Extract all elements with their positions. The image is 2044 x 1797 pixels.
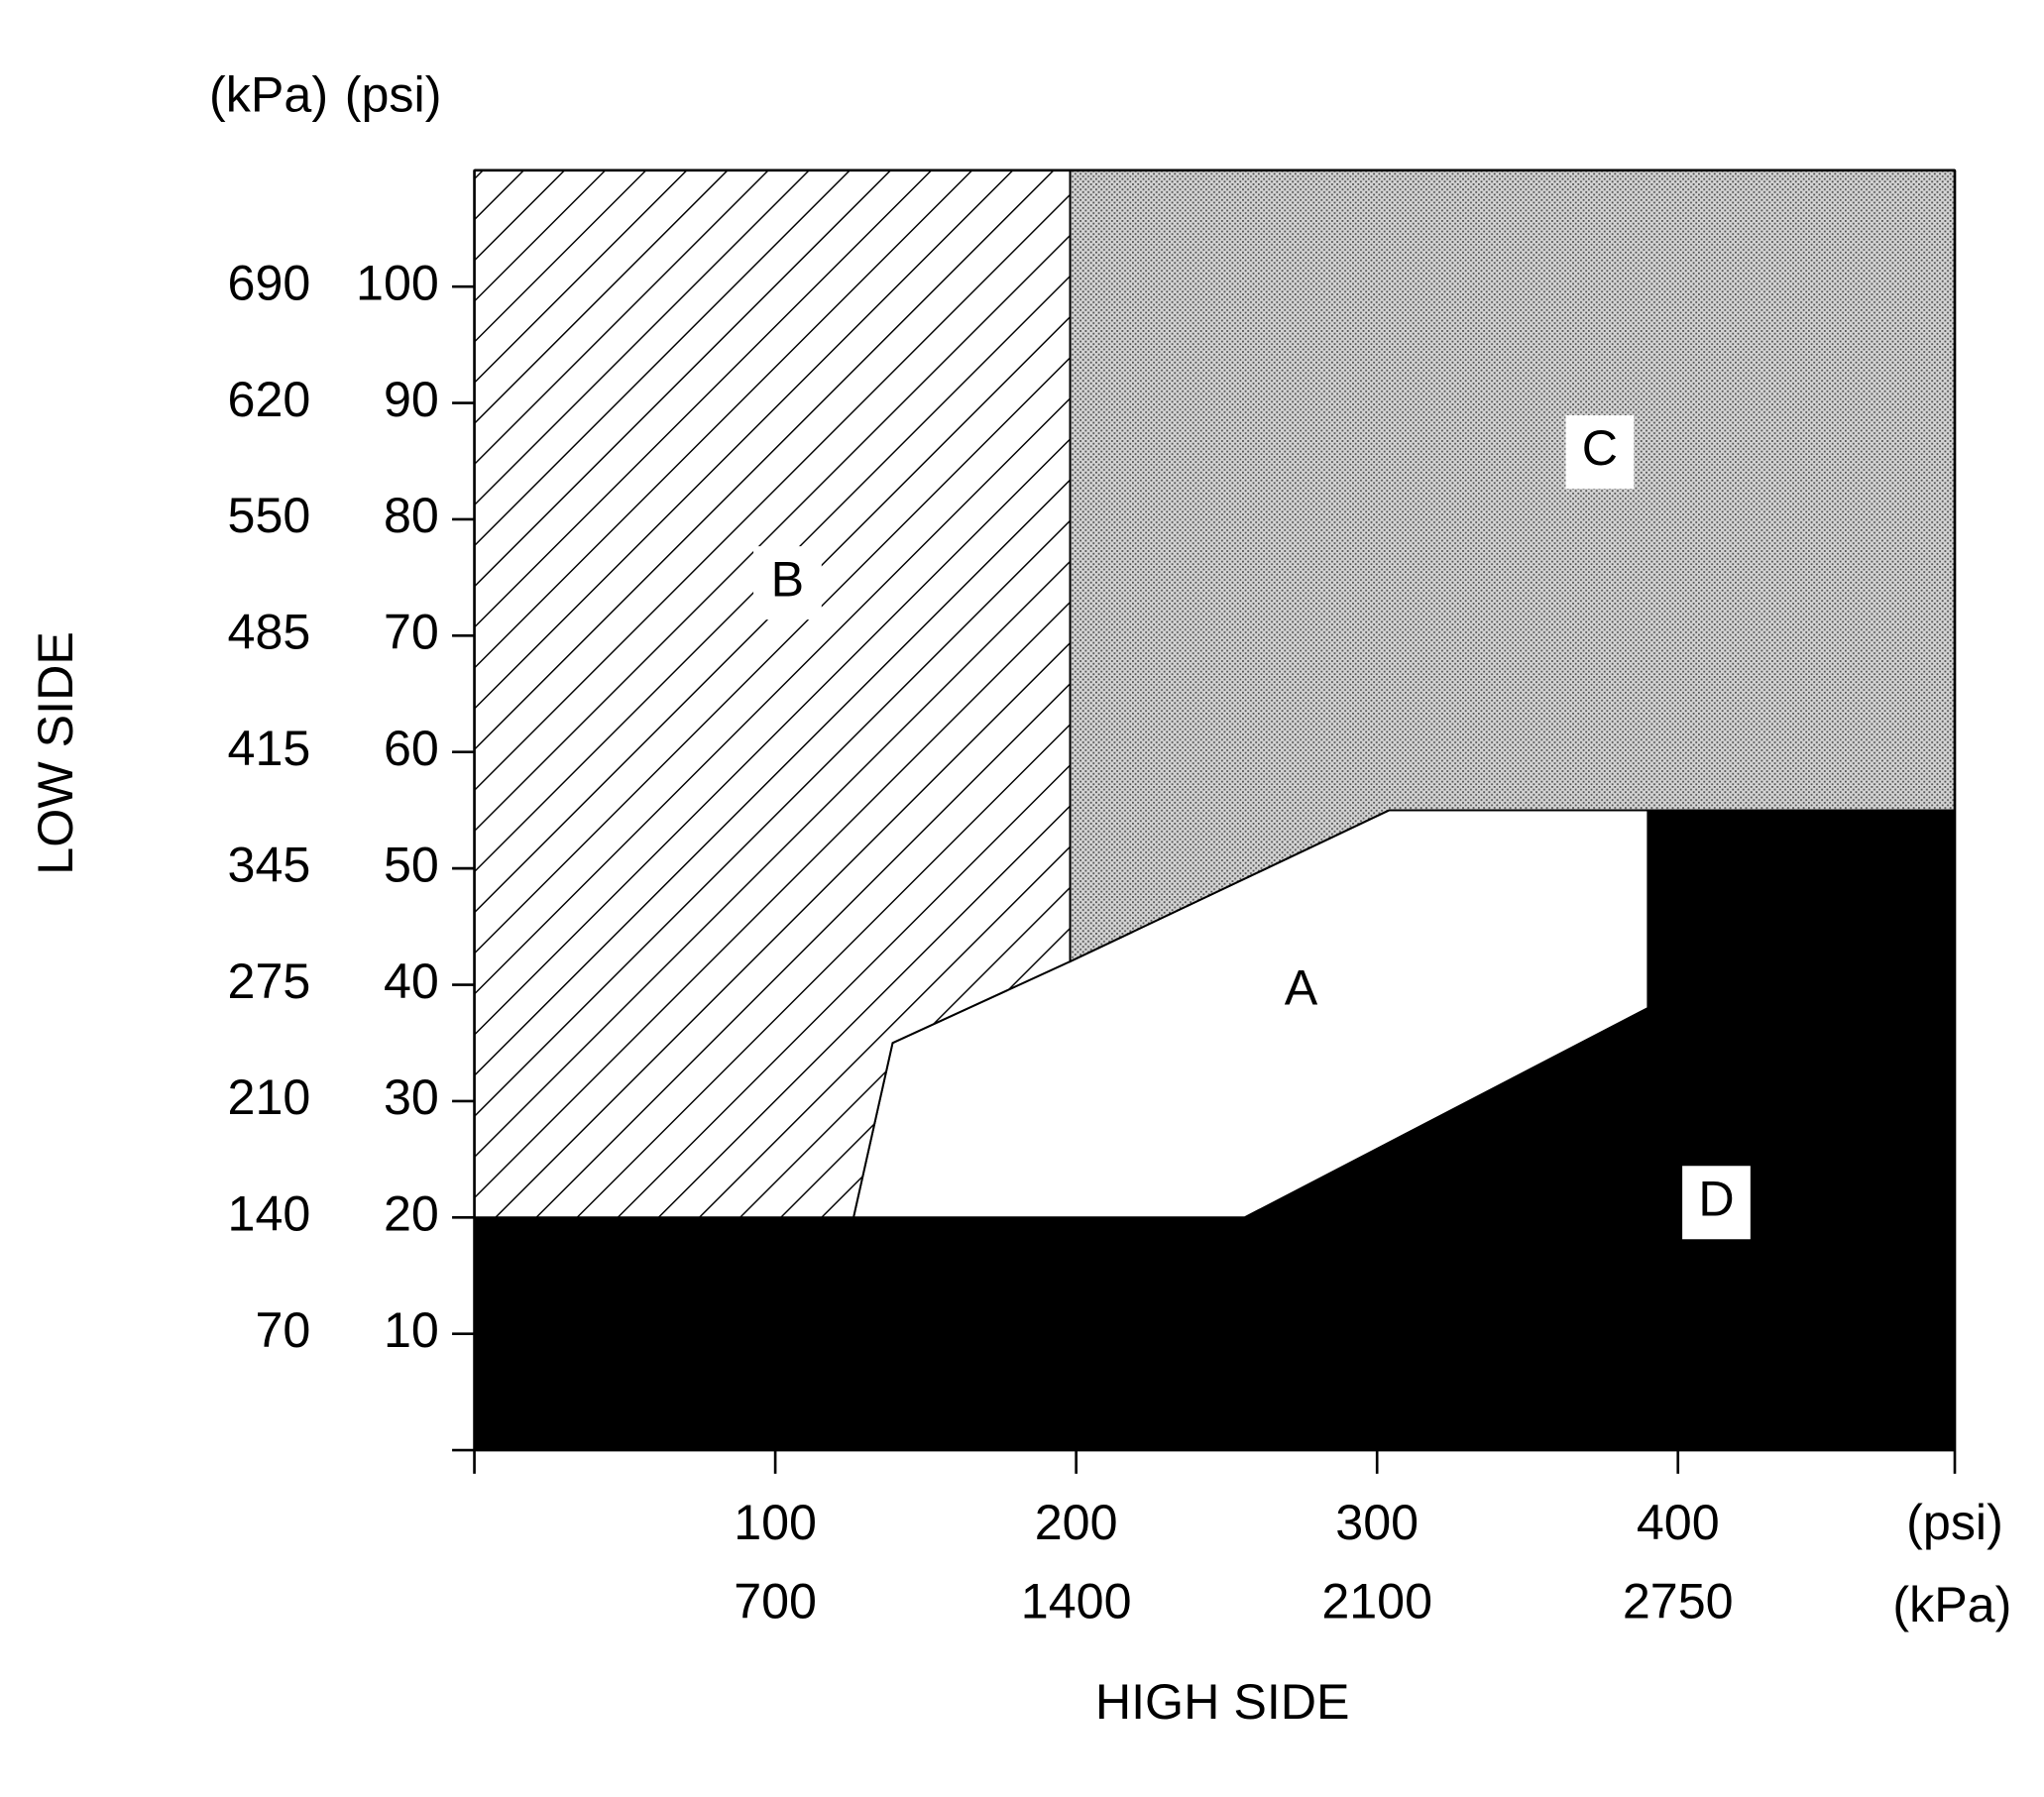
- y-tick-label: 70: [384, 605, 439, 660]
- y-unit: (kPa): [209, 66, 328, 122]
- y-tick-label-kpa: 275: [228, 954, 311, 1009]
- x-unit: (psi): [1906, 1495, 2003, 1550]
- y-tick-label-kpa: 620: [228, 372, 311, 427]
- region-label-box: [1682, 1166, 1751, 1240]
- y-tick-label-kpa: 550: [228, 488, 311, 543]
- x-tick-label: 100: [734, 1495, 817, 1550]
- y-tick-label: 20: [384, 1186, 439, 1242]
- x-tick-label: 400: [1637, 1495, 1720, 1550]
- y-tick-label-kpa: 140: [228, 1186, 311, 1242]
- y-tick-label: 90: [384, 372, 439, 427]
- x-tick-label-kpa: 1400: [1021, 1573, 1132, 1629]
- region-label: C: [1582, 420, 1618, 476]
- region-label: B: [771, 551, 805, 607]
- y-tick-label-kpa: 210: [228, 1069, 311, 1125]
- region-label-box: [753, 546, 822, 620]
- y-tick-label-kpa: 690: [228, 255, 311, 310]
- x-tick-label-kpa: 2750: [1623, 1573, 1734, 1629]
- x-axis-title: HIGH SIDE: [1095, 1674, 1350, 1730]
- x-tick-label: 200: [1035, 1495, 1118, 1550]
- y-tick-label: 10: [384, 1302, 439, 1358]
- region-label-box: [1565, 414, 1635, 489]
- x-tick-label-kpa: 2100: [1321, 1573, 1432, 1629]
- y-tick-label: 30: [384, 1069, 439, 1125]
- region-label: D: [1698, 1172, 1734, 1227]
- y-tick-label-kpa: 415: [228, 721, 311, 776]
- x-tick-label-kpa: 700: [734, 1573, 817, 1629]
- y-unit: (psi): [345, 66, 442, 122]
- y-tick-label: 60: [384, 721, 439, 776]
- x-unit: (kPa): [1892, 1577, 2011, 1632]
- y-axis-title: LOW SIDE: [28, 631, 83, 875]
- y-tick-label: 80: [384, 488, 439, 543]
- y-tick-label-kpa: 485: [228, 605, 311, 660]
- region-label: A: [1285, 960, 1318, 1016]
- y-tick-label: 40: [384, 954, 439, 1009]
- y-tick-label: 50: [384, 837, 439, 892]
- y-tick-label-kpa: 345: [228, 837, 311, 892]
- y-tick-label-kpa: 70: [255, 1302, 310, 1358]
- y-tick-label: 100: [356, 255, 439, 310]
- x-tick-label: 300: [1335, 1495, 1419, 1550]
